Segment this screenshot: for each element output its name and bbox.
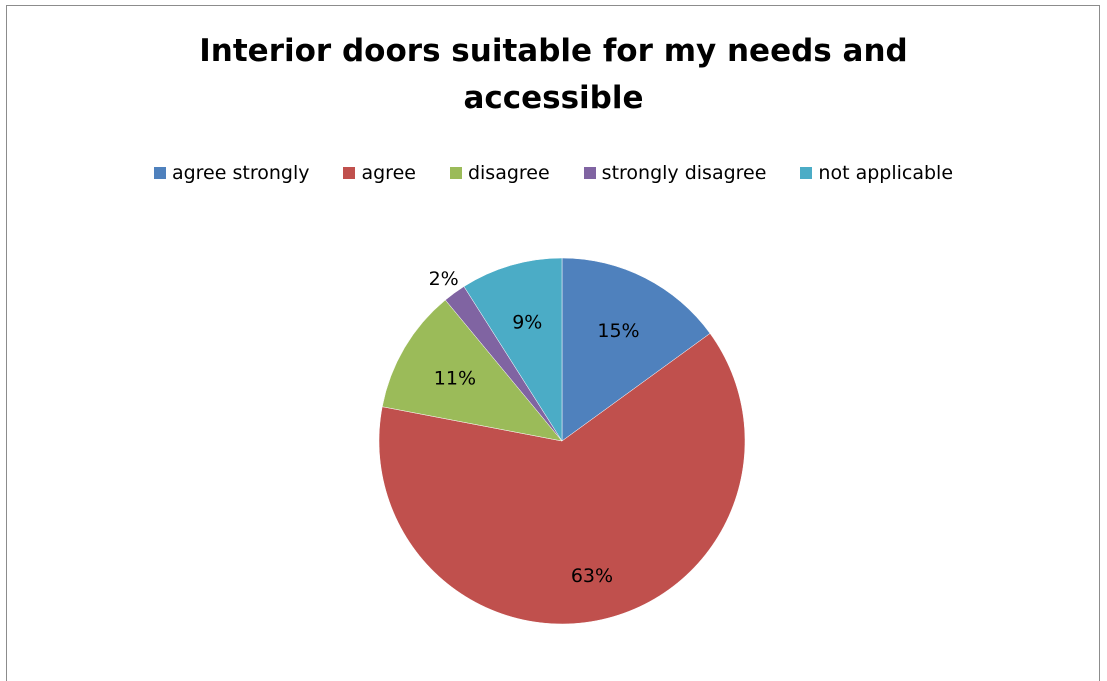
chart-title-line-2: accessible (463, 80, 644, 116)
chart-legend: agree strongly agree disagree strongly disa… (0, 162, 1107, 184)
legend-label: disagree (467, 162, 550, 184)
slice-data-label: 9% (512, 312, 542, 334)
legend-swatch (153, 167, 166, 179)
slice-data-label: 2% (429, 268, 459, 290)
legend-swatch (449, 167, 462, 179)
legend-label: not applicable (818, 162, 954, 184)
legend-swatch (583, 167, 596, 179)
legend-item: strongly disagree (583, 162, 767, 184)
legend-label: agree (361, 162, 416, 184)
slice-data-label: 11% (434, 368, 476, 390)
legend-item: disagree (449, 162, 550, 184)
legend-label: agree strongly (171, 162, 310, 184)
pie-slice (561, 257, 711, 442)
legend-label: strongly disagree (601, 162, 767, 184)
pie-slice (381, 299, 563, 442)
legend-item: not applicable (800, 162, 953, 184)
pie-slice (463, 257, 563, 442)
legend-item: agree strongly (153, 162, 310, 184)
pie-slice (378, 333, 746, 625)
slice-data-label: 15% (597, 320, 639, 342)
slice-data-label: 63% (571, 565, 613, 587)
chart-title-line-1: Interior doors suitable for my needs and (199, 33, 908, 69)
legend-swatch (343, 167, 356, 179)
chart-title: Interior doors suitable for my needs and… (0, 28, 1107, 122)
legend-swatch (800, 167, 813, 179)
legend-item: agree (343, 162, 416, 184)
